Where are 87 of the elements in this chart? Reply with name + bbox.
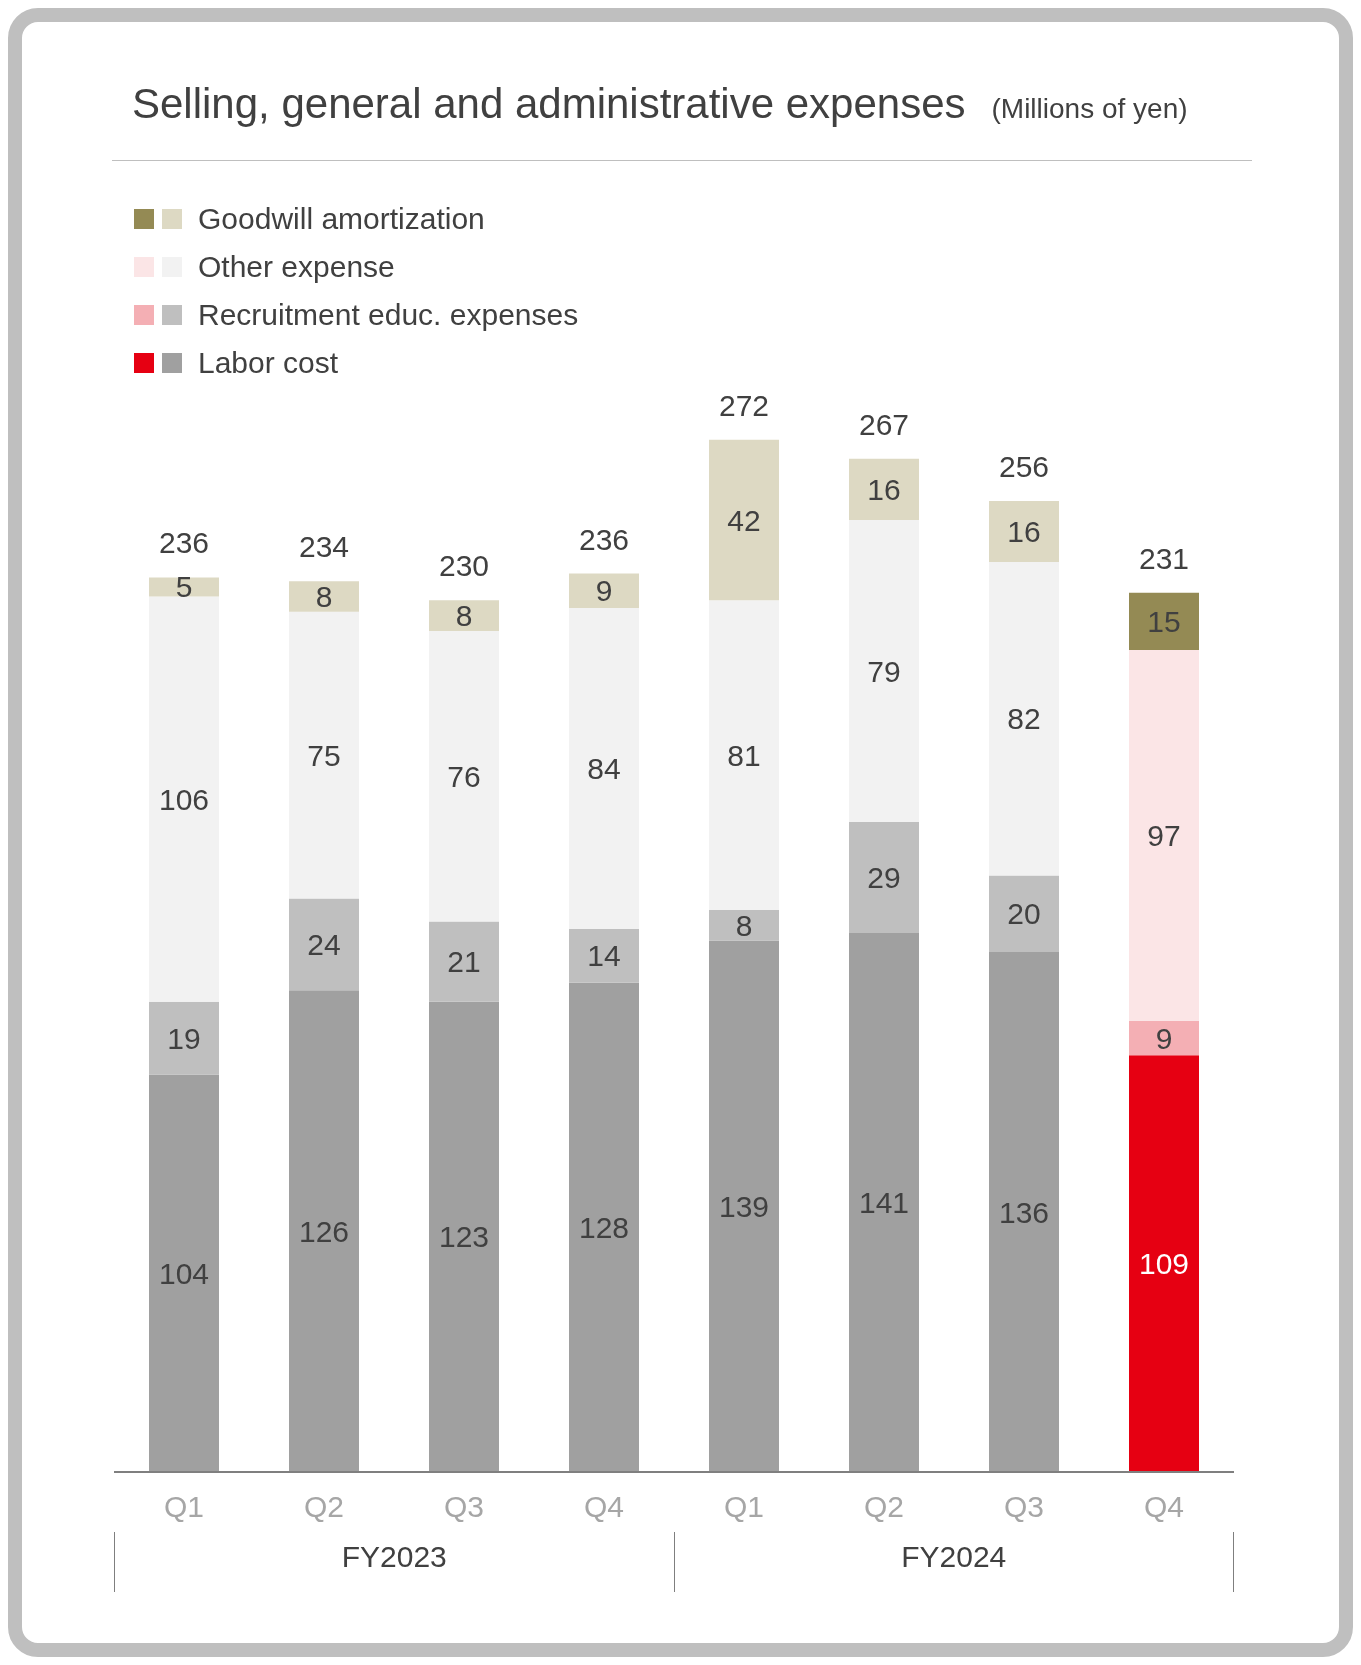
bar bbox=[1129, 1055, 1199, 1472]
bar bbox=[429, 1001, 499, 1472]
data-label: 15 bbox=[1147, 604, 1181, 638]
bar bbox=[149, 1001, 219, 1075]
x-tick-label: Q2 bbox=[303, 1490, 345, 1524]
bar bbox=[1129, 650, 1199, 1021]
bar bbox=[429, 600, 499, 631]
total-label: 234 bbox=[298, 530, 350, 564]
bar bbox=[709, 909, 779, 941]
bar bbox=[1129, 1020, 1199, 1056]
data-label: 128 bbox=[578, 1210, 630, 1244]
data-label: 106 bbox=[158, 782, 210, 816]
x-tick-label: Q3 bbox=[443, 1490, 485, 1524]
x-tick-label: Q2 bbox=[863, 1490, 905, 1524]
bar bbox=[709, 439, 779, 601]
data-label: 21 bbox=[447, 945, 481, 979]
data-label: 82 bbox=[1007, 702, 1041, 736]
data-label: 16 bbox=[867, 472, 901, 506]
bar bbox=[429, 921, 499, 1002]
x-tick-label: Q4 bbox=[1143, 1490, 1185, 1524]
total-label: 230 bbox=[438, 549, 490, 583]
data-label: 81 bbox=[727, 738, 761, 772]
bar bbox=[149, 596, 219, 1002]
data-label: 76 bbox=[447, 759, 481, 793]
data-label: 24 bbox=[307, 927, 341, 961]
legend-label: Labor cost bbox=[198, 346, 339, 380]
data-label: 20 bbox=[1007, 897, 1041, 931]
bar bbox=[849, 458, 919, 521]
data-label: 8 bbox=[735, 908, 753, 942]
data-label: 14 bbox=[587, 939, 621, 973]
data-label: 9 bbox=[595, 574, 613, 608]
bar bbox=[289, 990, 359, 1472]
data-label: 104 bbox=[158, 1256, 210, 1290]
data-label: 19 bbox=[167, 1021, 201, 1055]
bar bbox=[569, 929, 639, 983]
bar bbox=[989, 500, 1059, 563]
data-label: 16 bbox=[1007, 515, 1041, 548]
data-label: 136 bbox=[998, 1195, 1050, 1229]
chart-title: Selling, general and administrative expenses bbox=[132, 80, 966, 128]
bar bbox=[849, 822, 919, 933]
bar bbox=[289, 898, 359, 991]
bar bbox=[989, 562, 1059, 876]
bar bbox=[149, 1074, 219, 1472]
total-label: 236 bbox=[578, 522, 630, 556]
data-label: 97 bbox=[1147, 818, 1181, 852]
x-tick-label: Q1 bbox=[723, 1490, 765, 1524]
legend-label: Recruitment educ. expenses bbox=[198, 298, 579, 332]
bar bbox=[849, 932, 919, 1472]
data-label: 9 bbox=[1155, 1021, 1173, 1055]
data-label: 84 bbox=[587, 752, 621, 786]
data-label: 126 bbox=[298, 1214, 350, 1248]
data-label: 29 bbox=[867, 861, 901, 894]
text: FY2024 bbox=[673, 1532, 1234, 1592]
bar bbox=[709, 940, 779, 1472]
x-tick-label: Q4 bbox=[583, 1490, 625, 1524]
bar bbox=[569, 573, 639, 608]
data-label: 8 bbox=[315, 579, 333, 613]
bar bbox=[989, 875, 1059, 953]
text: FY2023 bbox=[114, 1532, 674, 1592]
data-label: 42 bbox=[727, 503, 761, 537]
chart-subtitle: (Millions of yen) bbox=[991, 93, 1188, 125]
legend-label: Goodwill amortization bbox=[198, 202, 485, 236]
bar bbox=[849, 520, 919, 823]
data-label: 8 bbox=[455, 599, 473, 633]
bar bbox=[989, 952, 1059, 1472]
total-label: 231 bbox=[1138, 541, 1190, 575]
bar bbox=[569, 982, 639, 1472]
data-label: 109 bbox=[1138, 1247, 1190, 1281]
bar bbox=[709, 600, 779, 910]
total-label: 267 bbox=[858, 407, 910, 441]
data-label: 141 bbox=[858, 1185, 910, 1219]
bar bbox=[289, 581, 359, 612]
x-tick-label: Q1 bbox=[163, 1490, 205, 1524]
total-label: 236 bbox=[158, 526, 210, 560]
bar bbox=[569, 607, 639, 930]
data-label: 79 bbox=[867, 654, 901, 688]
bar bbox=[1129, 592, 1199, 651]
data-label: 5 bbox=[175, 570, 193, 604]
bar bbox=[289, 611, 359, 899]
data-label: 123 bbox=[438, 1220, 490, 1254]
x-tick-label: Q3 bbox=[1003, 1490, 1045, 1524]
bar bbox=[429, 630, 499, 922]
legend-label: Other expense bbox=[198, 250, 395, 284]
data-label: 139 bbox=[718, 1189, 770, 1223]
data-label: 75 bbox=[307, 738, 341, 772]
total-label: 272 bbox=[718, 388, 770, 422]
total-label: 256 bbox=[998, 449, 1050, 483]
